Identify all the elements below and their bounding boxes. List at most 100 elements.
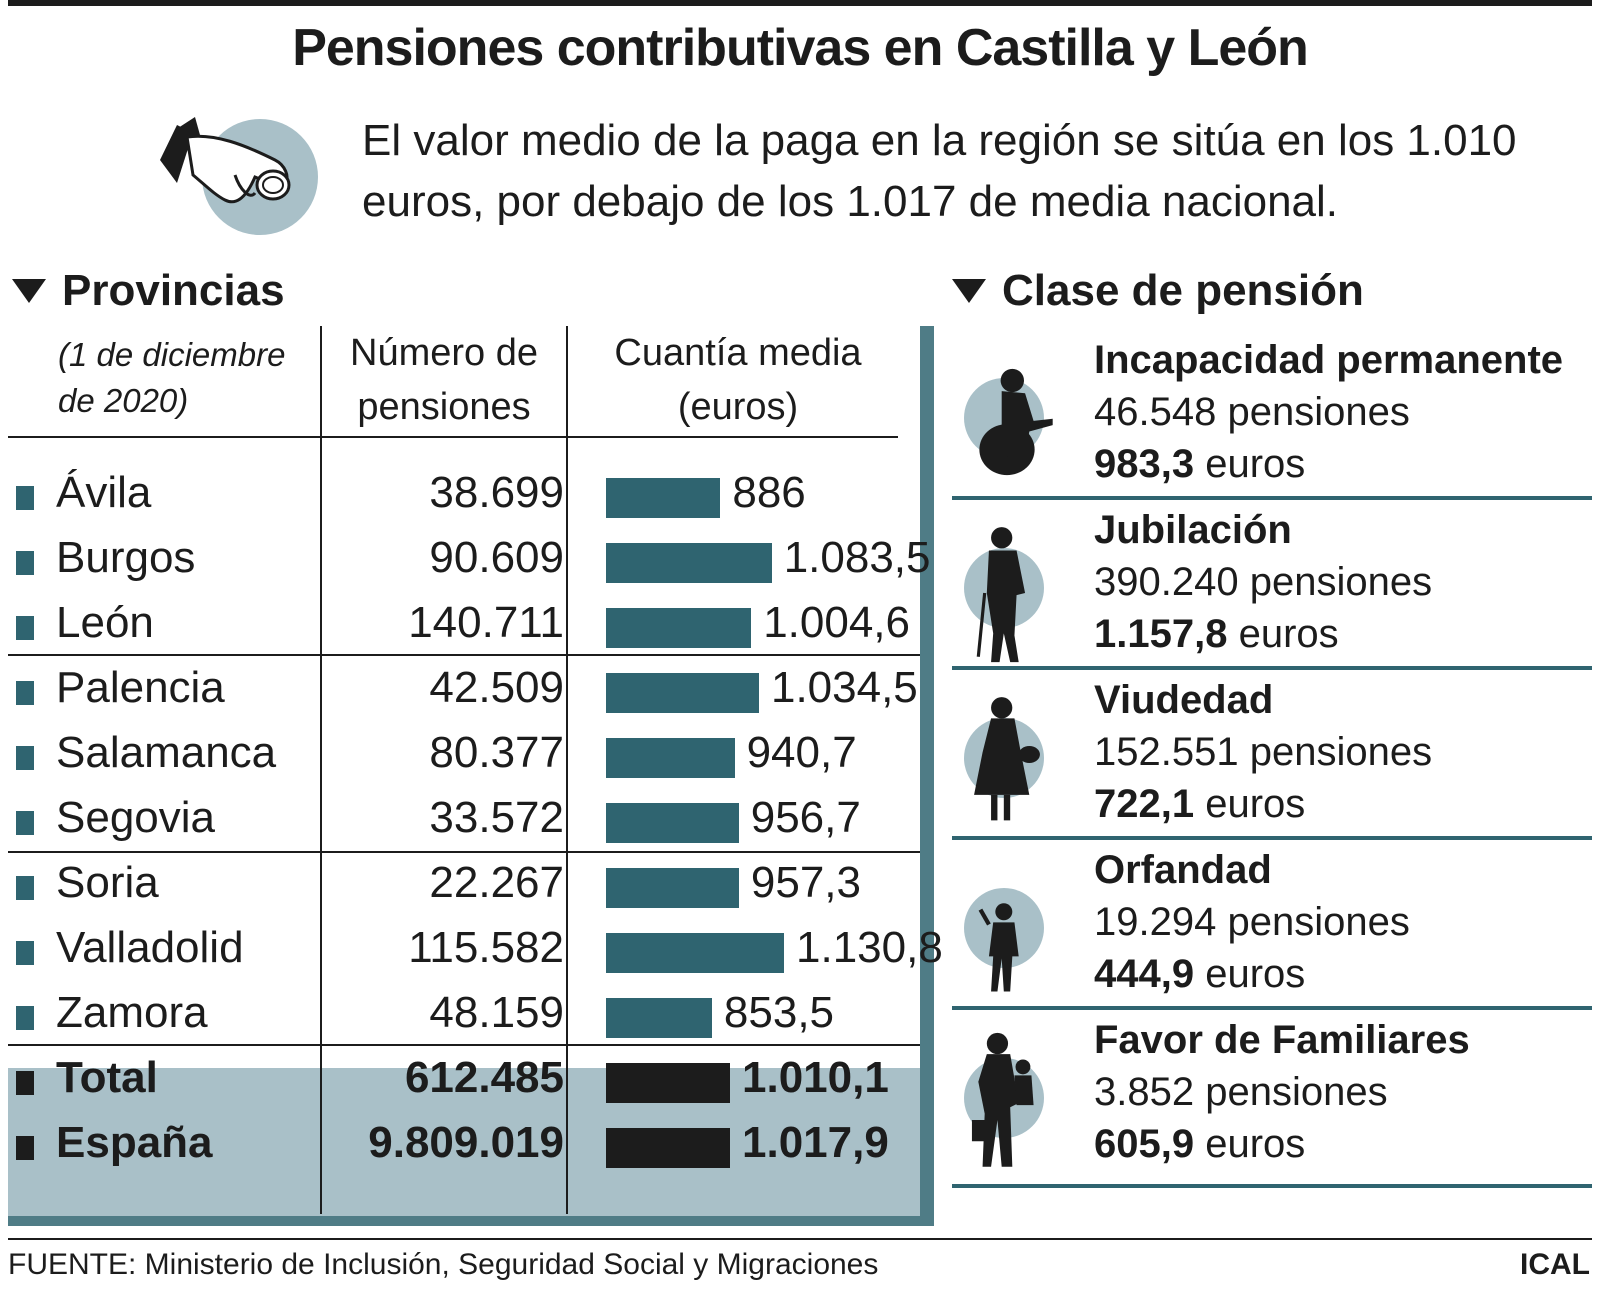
row-marker (16, 941, 34, 965)
province-name: Ávila (56, 468, 152, 517)
pension-count: 38.699 (429, 468, 564, 517)
cuantia-label: 1.010,1 (742, 1053, 889, 1102)
pension-type-name: Incapacidad permanente (1094, 338, 1564, 382)
pension-type-2: Jubilación 390.240 pensiones 1.157,8 euros (952, 508, 1592, 678)
pension-type-name: Favor de Familiares (1094, 1018, 1470, 1062)
province-name: Salamanca (56, 728, 277, 777)
table-row: Burgos 90.609 1.083,5 (8, 527, 931, 593)
hand-coin-icon (155, 105, 325, 245)
pension-type-amount: 722,1 euros (1094, 782, 1305, 827)
cuantia-bar (606, 608, 752, 648)
province-name: Zamora (56, 988, 208, 1037)
pension-type-name: Orfandad (1094, 848, 1272, 892)
date-note: (1 de diciembre de 2020) (58, 336, 286, 419)
row-marker (16, 551, 34, 575)
amount-unit: euros (1238, 612, 1339, 656)
table-row: Total 612.485 1.010,1 (8, 1047, 920, 1113)
pension-type-4: Orfandad 19.294 pensiones 444,9 euros (952, 848, 1592, 1018)
credit: ICAL (1520, 1248, 1590, 1281)
cuantia-bar (606, 1128, 730, 1168)
pension-type-name: Jubilación (1094, 508, 1292, 552)
group-divider (8, 1044, 920, 1046)
row-marker (16, 1136, 34, 1160)
amount-unit: euros (1205, 1122, 1306, 1166)
amount-value: 722,1 (1094, 782, 1195, 826)
cuantia-label: 1.004,6 (763, 598, 910, 647)
triangle-down-icon (952, 279, 986, 303)
cuantia-label: 886 (732, 468, 806, 517)
province-name: Burgos (56, 533, 196, 582)
elderly-man-cane-icon (976, 527, 1026, 663)
table-shadow-bottom (8, 1216, 934, 1226)
cuantia-label: 1.130,8 (796, 923, 943, 972)
table-row: León 140.711 1.004,6 (8, 592, 920, 658)
province-name: Segovia (56, 793, 216, 842)
column-divider (320, 326, 322, 1214)
pension-type-name: Viudedad (1094, 678, 1274, 722)
cuantia-label: 956,7 (750, 793, 861, 842)
seated-person-icon (979, 368, 1053, 476)
col-header-cuantia: Cuantía media (euros) (614, 332, 862, 428)
cuantia-label: 1.034,5 (770, 663, 918, 712)
table-row: Soria 22.267 957,3 (8, 852, 920, 918)
pension-count: 42.509 (429, 663, 564, 712)
cuantia-bar (606, 868, 739, 908)
cuantia-bar (606, 673, 759, 713)
table-row: Segovia 33.572 956,7 (8, 787, 920, 853)
widow-woman-icon (974, 697, 1040, 821)
provincias-heading-label: Provincias (62, 266, 285, 315)
type-divider (952, 666, 1592, 670)
provincias-table: (1 de diciembre de 2020) Número de pensi… (8, 326, 943, 1226)
province-name: España (56, 1118, 213, 1167)
header-divider (8, 436, 898, 438)
province-name: Soria (56, 858, 159, 907)
cuantia-bar (606, 738, 735, 778)
pension-type-amount: 983,3 euros (1094, 442, 1305, 487)
cuantia-bar (606, 1063, 730, 1103)
pension-type-count: 19.294 pensiones (1094, 900, 1410, 944)
cuantia-label: 1.083,5 (783, 533, 931, 582)
row-marker (16, 616, 34, 640)
row-marker (16, 811, 34, 835)
row-marker (16, 1006, 34, 1030)
pension-type-count: 46.548 pensiones (1094, 390, 1410, 434)
province-name: Valladolid (56, 923, 244, 972)
amount-value: 605,9 (1094, 1122, 1195, 1166)
pension-type-amount: 1.157,8 euros (1094, 612, 1339, 657)
pension-count: 33.572 (429, 793, 564, 842)
pension-type-amount: 444,9 euros (1094, 952, 1305, 997)
cuantia-bar (606, 478, 721, 518)
table-row: España 9.809.019 1.017,9 (8, 1112, 920, 1178)
pension-type-amount: 605,9 euros (1094, 1122, 1305, 1167)
column-divider (566, 326, 568, 1214)
table-row: Palencia 42.509 1.034,5 (8, 657, 920, 723)
woman-with-child-icon (971, 1032, 1034, 1167)
group-divider (8, 851, 920, 853)
cuantia-bar (606, 803, 739, 843)
province-name: Palencia (56, 663, 225, 712)
pension-type-count: 390.240 pensiones (1094, 560, 1433, 604)
clase-heading: Clase de pensión (952, 266, 1364, 316)
pension-count: 90.609 (429, 533, 564, 582)
table-row: Zamora 48.159 853,5 (8, 982, 920, 1048)
pension-count: 140.711 (408, 598, 564, 647)
pension-count: 80.377 (429, 728, 564, 777)
pension-type-3: Viudedad 152.551 pensiones 722,1 euros (952, 678, 1592, 848)
type-divider (952, 496, 1592, 500)
subtitle: El valor medio de la paga en la región s… (362, 116, 1517, 226)
row-marker (16, 1071, 34, 1095)
row-marker (16, 681, 34, 705)
group-divider (8, 654, 920, 656)
pension-type-count: 152.551 pensiones (1094, 730, 1433, 774)
amount-unit: euros (1205, 782, 1306, 826)
table-row: Ávila 38.699 886 (8, 462, 920, 528)
amount-value: 983,3 (1094, 442, 1195, 486)
pension-count: 48.159 (429, 988, 564, 1037)
total-band (8, 1068, 920, 1216)
province-name: León (56, 598, 154, 647)
top-rule (8, 0, 1592, 6)
pension-count: 612.485 (404, 1053, 564, 1102)
clase-heading-label: Clase de pensión (1002, 266, 1364, 315)
pension-count: 9.809.019 (368, 1118, 564, 1167)
type-divider (952, 1006, 1592, 1010)
